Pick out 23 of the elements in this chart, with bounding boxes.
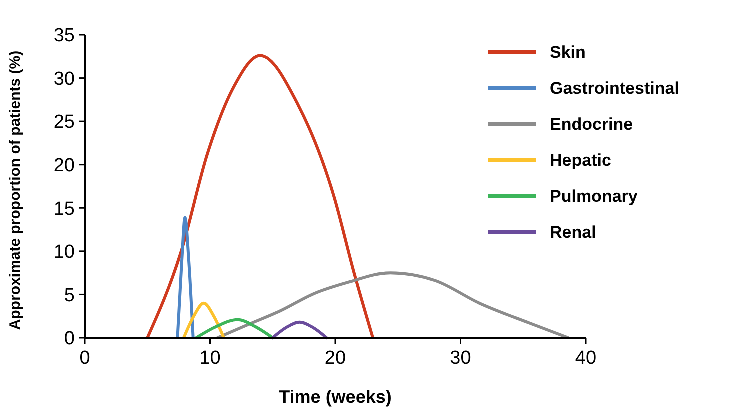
line-series bbox=[146, 54, 375, 340]
x-tick-label: 10 bbox=[200, 348, 221, 369]
x-tick-label: 20 bbox=[324, 348, 346, 369]
y-tick-label: 10 bbox=[54, 242, 75, 264]
x-axis-title: Time (weeks) bbox=[279, 387, 392, 407]
y-tick-label: 0 bbox=[64, 328, 75, 350]
legend-label: Gastrointestinal bbox=[550, 78, 680, 98]
y-tick-label: 5 bbox=[64, 285, 75, 306]
legend-label: Renal bbox=[550, 222, 596, 242]
line-series bbox=[216, 272, 570, 340]
y-tick-label: 35 bbox=[54, 26, 75, 47]
y-tick-label: 30 bbox=[54, 68, 75, 90]
y-tick-label: 15 bbox=[54, 198, 75, 220]
legend-label: Skin bbox=[550, 42, 586, 62]
y-axis-title: Approximate proportion of patients (%) bbox=[7, 50, 24, 330]
legend-label: Endocrine bbox=[550, 114, 634, 134]
y-tick-label: 20 bbox=[54, 156, 75, 177]
x-tick-label: 40 bbox=[575, 348, 597, 369]
x-tick-label: 0 bbox=[80, 348, 90, 369]
x-tick-label: 30 bbox=[450, 348, 472, 369]
y-tick-label: 25 bbox=[54, 112, 75, 134]
legend-label: Pulmonary bbox=[550, 186, 638, 206]
legend-label: Hepatic bbox=[550, 150, 612, 170]
